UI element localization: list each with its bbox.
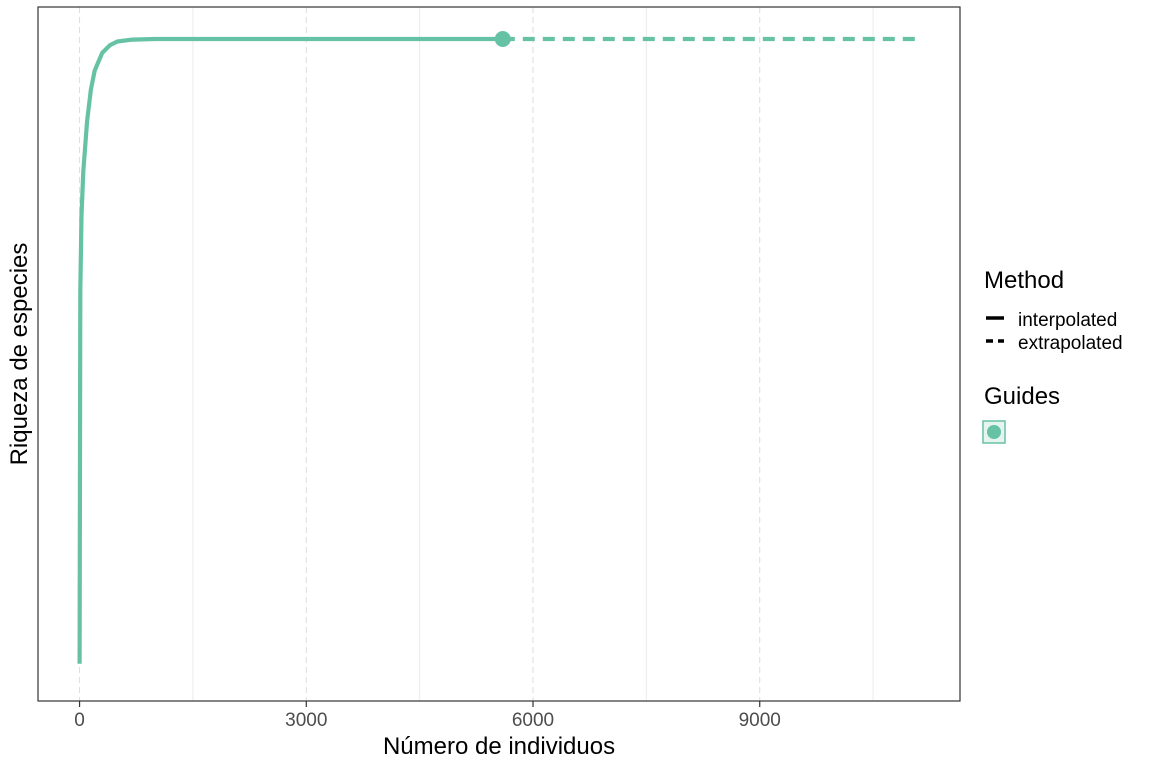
series-line-interpolated xyxy=(77,36,503,664)
x-axis-ticks: 0 3000 6000 9000 xyxy=(74,701,781,731)
legend: Method interpolated extrapolated Guides xyxy=(982,267,1123,444)
series-layer xyxy=(77,31,923,664)
minor-gridlines xyxy=(192,7,874,701)
x-tick-label-1: 3000 xyxy=(285,710,327,731)
x-axis-title: Número de individuos xyxy=(383,733,615,760)
observed-point xyxy=(494,31,511,47)
x-tick-label-3: 9000 xyxy=(739,710,781,731)
major-gridlines xyxy=(79,7,761,701)
legend-key-guides-point xyxy=(987,425,1001,439)
x-tick-label-2: 6000 xyxy=(512,710,554,731)
plot-border xyxy=(37,6,961,702)
x-tick-label-0: 0 xyxy=(74,710,85,731)
legend-guides-title: Guides xyxy=(984,383,1060,410)
y-axis-title: Riqueza de especies xyxy=(6,243,33,466)
plot-background xyxy=(38,7,960,701)
legend-label-interpolated: interpolated xyxy=(1018,310,1117,331)
legend-label-extrapolated: extrapolated xyxy=(1018,333,1123,354)
legend-method-title: Method xyxy=(984,267,1064,294)
